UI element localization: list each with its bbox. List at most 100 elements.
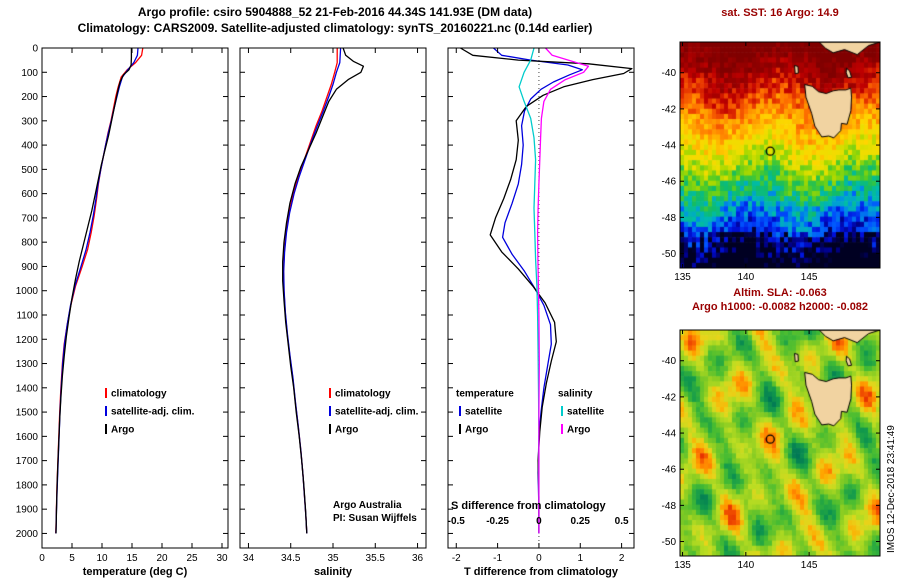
temperature-profile-frame — [41, 47, 229, 549]
legend-label-temperature-satellite: satellite — [465, 407, 503, 418]
legend-label-temperature-argo: Argo — [465, 425, 488, 436]
legend-label-argo: Argo — [111, 425, 134, 436]
sst-map-ytick-label: -50 — [662, 249, 677, 260]
figure-title-line1: Argo profile: csiro 5904888_52 21-Feb-20… — [137, 5, 533, 19]
sla-map-ytick-label: -42 — [662, 392, 677, 403]
salinity-profile-argo-line — [282, 47, 365, 534]
difference-profile-frame — [447, 47, 635, 549]
sla-map-frame — [679, 329, 881, 557]
temperature-profile-xtick-label: 10 — [96, 553, 108, 564]
sst-map-ytick-label: -44 — [662, 141, 677, 152]
temperature-profile-satellite-adj-clim-line — [55, 47, 139, 534]
legend-header-salinity: salinity — [558, 389, 593, 400]
legend-label-salinity-argo: Argo — [567, 425, 590, 436]
difference-profile-xtick-label: -2 — [452, 553, 461, 564]
s-axis-label: S difference from climatology — [451, 500, 607, 512]
depth-tick-label: 400 — [21, 141, 38, 152]
sla-map-ytick-label: -46 — [662, 465, 677, 476]
depth-tick-label: 700 — [21, 213, 38, 224]
s-axis-tick-label: -0.5 — [448, 516, 466, 527]
s-axis-tick-label: 0.25 — [571, 516, 591, 527]
difference-profile-xlabel: T difference from climatology — [464, 566, 619, 578]
annotation-pi-susan-wijffels: PI: Susan Wijffels — [333, 513, 417, 524]
sst-map-ytick-label: -46 — [662, 177, 677, 188]
sla-map-xtick-label: 145 — [801, 560, 818, 571]
sst-map-ytick-label: -42 — [662, 104, 677, 115]
salinity-profile-xtick-label: 34 — [243, 553, 255, 564]
salinity-profile: 34 34.5 35 35.5 36 salinity climatology satelli… — [239, 47, 427, 578]
sla-map-image — [680, 330, 880, 556]
difference-profile-xtick-label: -1 — [493, 553, 502, 564]
depth-tick-label: 2000 — [16, 529, 39, 540]
sla-map-ytick-label: -48 — [662, 501, 677, 512]
depth-tick-label: 600 — [21, 189, 38, 200]
legend-label-climatology: climatology — [111, 389, 167, 400]
difference-profile-xtick-label: 0 — [536, 553, 542, 564]
depth-tick-label: 0 — [32, 44, 38, 55]
sst-map-image — [680, 42, 880, 268]
depth-tick-label: 1300 — [16, 359, 39, 370]
sst-map-title: sat. SST: 16 Argo: 14.9 — [721, 7, 839, 19]
temperature-profile-xlabel: temperature (deg C) — [83, 566, 188, 578]
legend-label-satellite-adj-clim: satellite-adj. clim. — [335, 407, 419, 418]
temperature-profile-xtick-label: 15 — [126, 553, 138, 564]
salinity-profile-xtick-label: 36 — [412, 553, 424, 564]
sla-map-axes: 135 140 145 -40 -42 -44 -46 -48 -50 — [662, 329, 881, 571]
depth-tick-label: 1500 — [16, 408, 39, 419]
s-axis-tick-label: 0 — [536, 516, 542, 527]
s-axis-tick-label: -0.25 — [486, 516, 509, 527]
depth-tick-label: 500 — [21, 165, 38, 176]
temperature-profile-xtick-label: 25 — [186, 553, 198, 564]
temperature-profile-xtick-label: 5 — [69, 553, 75, 564]
sla-map-xtick-label: 140 — [737, 560, 754, 571]
sst-map-xtick-label: 135 — [674, 272, 691, 283]
temperature-profile-xtick-label: 20 — [156, 553, 168, 564]
depth-tick-label: 1400 — [16, 383, 39, 394]
depth-tick-label: 1800 — [16, 480, 39, 491]
depth-tick-label: 100 — [21, 68, 38, 79]
legend-header-temperature: temperature — [456, 389, 514, 400]
imos-watermark: IMOS 12-Dec-2018 23:41:49 — [886, 425, 897, 553]
legend-label-argo: Argo — [335, 425, 358, 436]
depth-tick-label: 200 — [21, 92, 38, 103]
depth-tick-label: 300 — [21, 116, 38, 127]
sst-map-xtick-label: 140 — [737, 272, 754, 283]
temperature-profile-argo-line — [55, 48, 133, 534]
salinity-profile-satellite-adj-clim-line — [283, 47, 342, 534]
difference-profile-xtick-label: 2 — [619, 553, 625, 564]
salinity-profile-xtick-label: 34.5 — [281, 553, 301, 564]
difference-profile-t-satellite-line — [493, 47, 583, 534]
sla-map-title-line1: Altim. SLA: -0.063 — [733, 287, 827, 299]
depth-tick-label: 1200 — [16, 335, 39, 346]
sla-map-title-line2: Argo h1000: -0.0082 h2000: -0.082 — [691, 301, 869, 313]
sla-map-ytick-label: -44 — [662, 429, 677, 440]
temperature-profile: 0 5 10 15 20 25 300100200300400500600700800900… — [16, 44, 229, 578]
legend-label-satellite-adj-clim: satellite-adj. clim. — [111, 407, 195, 418]
sla-map-ytick-label: -50 — [662, 537, 677, 548]
s-axis-tick-label: 0.5 — [615, 516, 629, 527]
sst-map-ytick-label: -40 — [662, 68, 677, 79]
temperature-profile-climatology-line — [55, 47, 144, 534]
salinity-profile-xtick-label: 35 — [327, 553, 339, 564]
legend-label-salinity-satellite: satellite — [567, 407, 605, 418]
sla-map-ytick-label: -40 — [662, 356, 677, 367]
salinity-profile-xtick-label: 35.5 — [366, 553, 386, 564]
temperature-profile-xtick-label: 0 — [39, 553, 45, 564]
difference-profile-t-argo-line — [460, 47, 633, 534]
depth-tick-label: 1900 — [16, 505, 39, 516]
legend-label-climatology: climatology — [335, 389, 391, 400]
sst-map-axes: 135 140 145 -40 -42 -44 -46 -48 -50 — [662, 41, 881, 283]
annotation-argo-australia: Argo Australia — [333, 500, 402, 511]
depth-tick-label: 1000 — [16, 286, 39, 297]
salinity-profile-climatology-line — [282, 48, 338, 534]
difference-profile: -2 -1 0 1 2T difference from climatology temp… — [447, 47, 635, 578]
sst-map-ytick-label: -48 — [662, 213, 677, 224]
sst-map-xtick-label: 145 — [801, 272, 818, 283]
depth-tick-label: 1700 — [16, 456, 39, 467]
salinity-profile-frame — [239, 47, 427, 549]
figure-title-line2: Climatology: CARS2009. Satellite-adjuste… — [77, 21, 593, 35]
temperature-profile-xtick-label: 30 — [216, 553, 228, 564]
sst-map-frame — [679, 41, 881, 269]
